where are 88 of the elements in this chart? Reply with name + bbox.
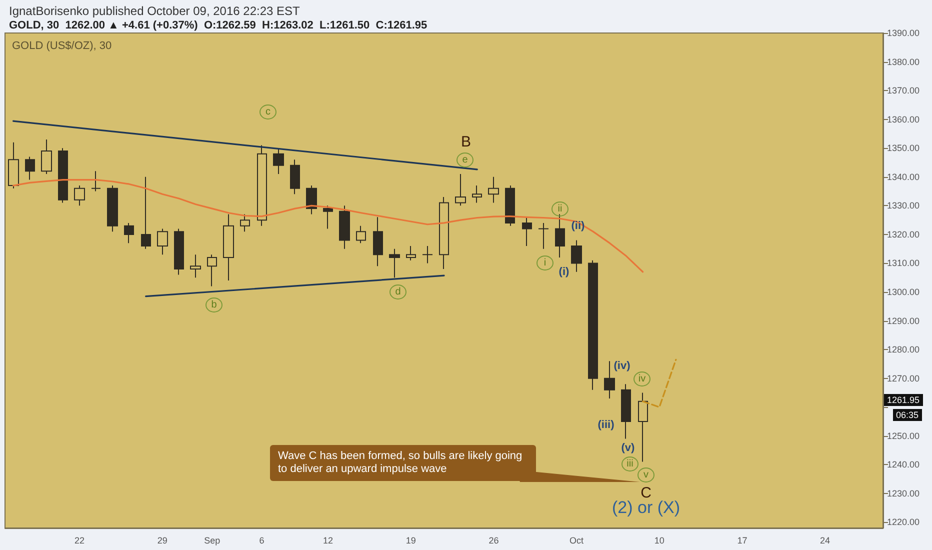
candlestick bbox=[174, 228, 184, 276]
y-tick-label: 1240.00 bbox=[887, 460, 920, 470]
x-tick-label: Sep bbox=[204, 536, 220, 546]
candlestick bbox=[621, 384, 631, 440]
candlestick bbox=[207, 254, 217, 287]
candlestick bbox=[273, 148, 284, 175]
annotation: b bbox=[206, 298, 222, 312]
candlestick bbox=[538, 222, 549, 250]
annotation: B bbox=[460, 134, 472, 150]
text: 1261.95 bbox=[884, 394, 923, 406]
y-tick-label: 1220.00 bbox=[887, 517, 920, 528]
candlestick bbox=[74, 185, 85, 206]
y-tick-label: 1370.00 bbox=[887, 86, 920, 96]
y-tick-label: 1350.00 bbox=[887, 143, 920, 154]
annotation: d bbox=[390, 284, 406, 300]
x-tick-label: 10 bbox=[654, 536, 664, 546]
annotation: (iv) bbox=[614, 360, 630, 372]
candlestick bbox=[8, 142, 19, 189]
annotation: iii bbox=[622, 456, 638, 472]
candlestick bbox=[124, 222, 134, 244]
annotation: (iii) bbox=[598, 419, 614, 431]
y-tick-label: 1230.00 bbox=[887, 488, 920, 498]
annotation: i bbox=[536, 256, 554, 270]
y-tick-label: 1300.00 bbox=[887, 287, 920, 298]
candlestick bbox=[472, 185, 482, 204]
y-tick-label: 1330.00 bbox=[887, 200, 920, 211]
candlestick bbox=[339, 205, 350, 250]
chart-title: IgnatBorisenko published October 09, 2016 22:23 EST bbox=[9, 4, 301, 18]
x-tick-label: 19 bbox=[406, 536, 416, 546]
candlestick bbox=[422, 245, 433, 264]
y-tick-label: 1280.00 bbox=[887, 344, 920, 355]
candlestick bbox=[488, 176, 499, 204]
candlestick bbox=[141, 176, 151, 250]
annotation: v bbox=[638, 468, 654, 482]
y-tick-label: 1290.00 bbox=[887, 316, 920, 326]
candlestick bbox=[107, 185, 118, 232]
candlestick bbox=[439, 196, 449, 270]
candlestick bbox=[638, 392, 648, 462]
candlestick bbox=[41, 138, 52, 175]
candlestick bbox=[257, 144, 267, 226]
annotation: (i) bbox=[558, 266, 570, 278]
candlestick bbox=[223, 214, 234, 281]
candlestick bbox=[323, 205, 333, 230]
candlestick bbox=[522, 216, 532, 246]
candlestick bbox=[588, 260, 598, 390]
candlestick bbox=[306, 185, 317, 215]
x-tick-label: 12 bbox=[323, 536, 334, 546]
y-tick-label: 1340.00 bbox=[887, 172, 920, 182]
y-tick-label: 1390.00 bbox=[887, 28, 920, 38]
candlestick bbox=[25, 156, 35, 180]
annotation: e bbox=[456, 152, 474, 168]
candlestick bbox=[290, 159, 300, 195]
candlestick bbox=[240, 214, 250, 232]
annotation: iv bbox=[634, 372, 650, 386]
candlestick bbox=[373, 216, 383, 267]
candlestick bbox=[555, 214, 565, 258]
candlestick bbox=[604, 360, 615, 399]
y-tick-label: 1380.00 bbox=[887, 56, 920, 67]
annotation: (ii) bbox=[571, 220, 585, 232]
candlestick bbox=[505, 185, 515, 226]
y-tick-label: 1250.00 bbox=[887, 430, 920, 441]
candlestick bbox=[389, 248, 400, 278]
x-tick-label: 26 bbox=[488, 536, 499, 546]
candlestick bbox=[58, 148, 68, 204]
y-tick-label: 1320.00 bbox=[887, 229, 920, 240]
annotation: ii bbox=[552, 202, 568, 216]
x-tick-label: 6 bbox=[259, 536, 264, 546]
chart-subtitle: GOLD, 30 1262.00 ▲ +4.61 (+0.37%) O:1262.59 H:1263.02 L:1261.50 C:1261.95 bbox=[9, 20, 428, 32]
candlestick bbox=[157, 228, 168, 256]
candlestick bbox=[455, 174, 466, 206]
candlestick bbox=[571, 240, 582, 272]
candlestick bbox=[91, 170, 101, 192]
x-tick-label: Oct bbox=[570, 536, 584, 546]
x-tick-label: 22 bbox=[74, 536, 85, 546]
candlestick bbox=[356, 225, 366, 244]
x-tick-label: 29 bbox=[157, 536, 168, 546]
y-tick-label: 1270.00 bbox=[887, 373, 920, 384]
candlestick bbox=[190, 254, 201, 278]
annotation: (v) bbox=[621, 442, 635, 454]
annotation: Wave C has been formed, so bulls are likely going to deliver an upward impulse wave bbox=[270, 445, 536, 481]
x-tick-label: 17 bbox=[737, 536, 748, 546]
x-tick-label: 24 bbox=[820, 536, 830, 546]
candlestick bbox=[406, 245, 416, 261]
text: 06:35 bbox=[893, 409, 922, 422]
y-tick-label: 1360.00 bbox=[887, 114, 920, 124]
annotation: c bbox=[260, 104, 276, 120]
annotation: GOLD (US$/OZ), 30 bbox=[12, 40, 112, 52]
y-tick-label: 1310.00 bbox=[887, 258, 920, 268]
